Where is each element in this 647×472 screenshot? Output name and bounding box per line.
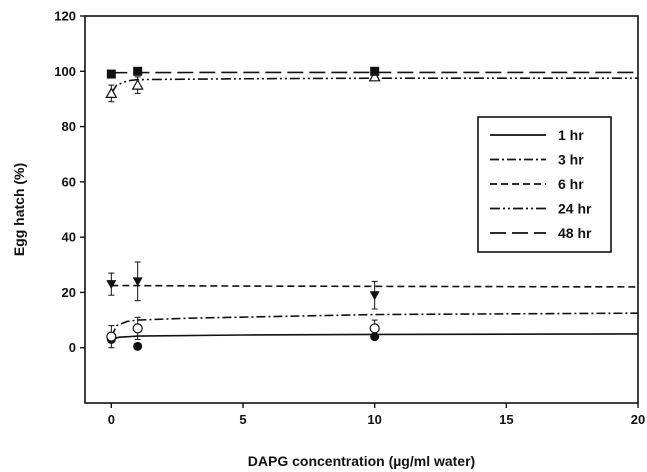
x-tick-label: 0 bbox=[108, 412, 115, 427]
data-point-6-hr bbox=[132, 277, 143, 287]
data-point-3-hr bbox=[132, 323, 143, 334]
y-tick-label: 80 bbox=[62, 119, 76, 134]
y-tick-label: 100 bbox=[54, 64, 76, 79]
legend-label-48-hr: 48 hr bbox=[558, 225, 592, 241]
x-axis-title: DAPG concentration (µg/ml water) bbox=[248, 453, 475, 469]
y-tick-label: 60 bbox=[62, 174, 76, 189]
data-point-3-hr bbox=[106, 331, 117, 342]
legend-label-6-hr: 6 hr bbox=[558, 176, 584, 192]
data-point-1-hr bbox=[133, 341, 143, 351]
data-point-24-hr bbox=[131, 78, 144, 90]
axes: 0 20 40 60 80 100 120 0 5 10 15 20 bbox=[54, 9, 645, 428]
data-point-6-hr bbox=[106, 280, 117, 290]
x-tick-label: 20 bbox=[631, 412, 645, 427]
y-axis-title: Egg hatch (%) bbox=[11, 163, 27, 256]
data-point-24-hr bbox=[368, 70, 381, 82]
data-point-48-hr bbox=[370, 66, 380, 76]
data-point-48-hr bbox=[133, 66, 143, 76]
legend-label-24-hr: 24 hr bbox=[558, 201, 592, 217]
y-tick-label: 0 bbox=[69, 340, 76, 355]
plot-frame bbox=[84, 15, 639, 404]
legend-label-3-hr: 3 hr bbox=[558, 152, 584, 168]
legend-box bbox=[477, 116, 612, 253]
x-tick-label: 15 bbox=[499, 412, 513, 427]
data-markers bbox=[105, 66, 381, 351]
x-tick-label: 10 bbox=[367, 412, 381, 427]
data-point-3-hr bbox=[369, 323, 380, 334]
x-tick-label: 5 bbox=[239, 412, 246, 427]
series-line-1-hr bbox=[111, 333, 639, 341]
data-point-24-hr bbox=[105, 87, 118, 99]
y-tick-label: 40 bbox=[62, 230, 76, 245]
y-tick-label: 20 bbox=[62, 285, 76, 300]
data-point-48-hr bbox=[106, 69, 116, 79]
y-tick-label: 120 bbox=[54, 9, 76, 24]
legend: 1 hr 3 hr 6 hr 24 hr 48 hr bbox=[477, 116, 612, 253]
data-point-6-hr bbox=[369, 291, 380, 301]
legend-label-1-hr: 1 hr bbox=[558, 127, 584, 143]
